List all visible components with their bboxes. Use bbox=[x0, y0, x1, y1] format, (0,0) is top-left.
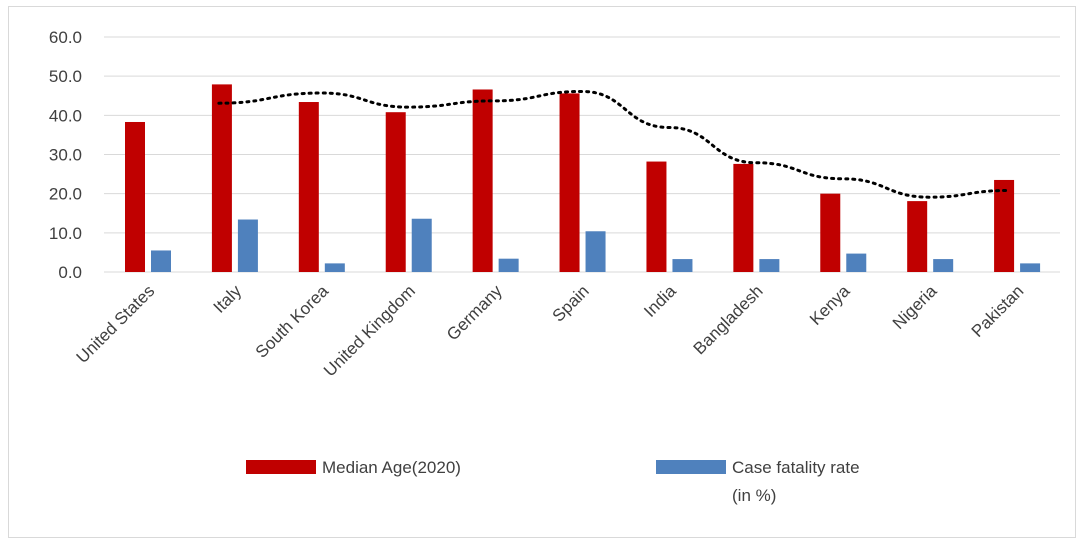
bar-case-fatality-united-kingdom bbox=[411, 218, 432, 272]
y-tick-label: 20.0 bbox=[49, 185, 82, 204]
x-category-label: Nigeria bbox=[889, 281, 941, 333]
y-tick-label: 40.0 bbox=[49, 106, 82, 125]
bar-case-fatality-pakistan bbox=[1020, 263, 1041, 272]
gridlines bbox=[104, 36, 1060, 273]
bar-median-age-bangladesh bbox=[733, 163, 754, 272]
bar-median-age-pakistan bbox=[994, 179, 1015, 272]
x-category-label: United States bbox=[73, 281, 159, 367]
bar-median-age-germany bbox=[472, 89, 493, 272]
y-tick-label: 30.0 bbox=[49, 146, 82, 165]
bar-case-fatality-india bbox=[672, 259, 693, 272]
y-tick-label: 10.0 bbox=[49, 224, 82, 243]
x-category-label: Bangladesh bbox=[690, 281, 767, 358]
legend-swatch-median-age bbox=[246, 460, 316, 474]
bars bbox=[125, 84, 1041, 273]
bar-median-age-italy bbox=[211, 84, 232, 273]
y-tick-label: 50.0 bbox=[49, 67, 82, 86]
bar-case-fatality-italy bbox=[237, 219, 258, 272]
bar-case-fatality-germany bbox=[498, 258, 519, 272]
bar-median-age-united-kingdom bbox=[385, 112, 406, 272]
x-category-label: United Kingdom bbox=[320, 281, 419, 380]
x-category-label: India bbox=[640, 281, 680, 321]
bar-median-age-india bbox=[646, 161, 667, 272]
bar-case-fatality-kenya bbox=[846, 253, 867, 272]
x-category-label: Spain bbox=[549, 281, 593, 325]
legend: Median Age(2020) Case fatality rate (in %) bbox=[246, 458, 860, 505]
y-tick-label: 0.0 bbox=[58, 263, 82, 282]
bar-case-fatality-nigeria bbox=[933, 259, 954, 272]
bar-median-age-nigeria bbox=[907, 201, 928, 272]
x-category-label: South Korea bbox=[252, 281, 333, 362]
bar-median-age-kenya bbox=[820, 193, 841, 272]
x-category-label: Italy bbox=[210, 281, 246, 317]
legend-swatch-case-fatality bbox=[656, 460, 726, 474]
legend-label-case-fatality: Case fatality rate bbox=[732, 458, 860, 477]
trendline-path bbox=[217, 89, 1009, 199]
bar-case-fatality-spain bbox=[585, 231, 606, 272]
y-axis-ticks: 0.0 10.0 20.0 30.0 40.0 50.0 60.0 bbox=[49, 28, 82, 282]
x-category-label: Germany bbox=[443, 281, 506, 344]
x-category-label: Pakistan bbox=[968, 281, 1028, 341]
y-tick-label: 60.0 bbox=[49, 28, 82, 47]
bar-median-age-south-korea bbox=[298, 102, 319, 273]
x-category-label: Kenya bbox=[806, 281, 854, 329]
bar-case-fatality-south-korea bbox=[324, 263, 345, 272]
bar-case-fatality-united-states bbox=[151, 250, 171, 272]
bar-case-fatality-bangladesh bbox=[759, 259, 780, 272]
trendline bbox=[217, 89, 1009, 199]
bar-median-age-spain bbox=[559, 93, 580, 273]
legend-label-median-age: Median Age(2020) bbox=[322, 458, 461, 477]
bar-median-age-united-states bbox=[125, 121, 145, 272]
legend-label-case-fatality: (in %) bbox=[732, 486, 776, 505]
